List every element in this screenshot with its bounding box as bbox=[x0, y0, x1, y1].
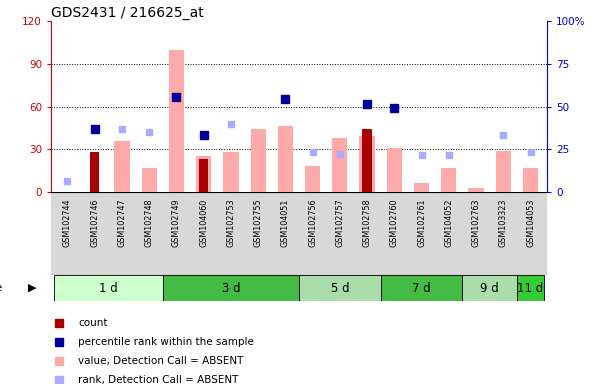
Bar bbox=[517, 275, 544, 301]
Text: GSM102755: GSM102755 bbox=[254, 199, 263, 247]
Text: GSM102747: GSM102747 bbox=[117, 199, 126, 247]
Text: GSM104053: GSM104053 bbox=[526, 199, 535, 247]
Bar bbox=[54, 275, 163, 301]
Bar bbox=[278, 126, 293, 192]
Text: percentile rank within the sample: percentile rank within the sample bbox=[78, 337, 254, 347]
Text: GSM102748: GSM102748 bbox=[145, 199, 154, 247]
Text: GSM104060: GSM104060 bbox=[199, 199, 208, 247]
Bar bbox=[114, 141, 130, 192]
Text: time: time bbox=[0, 283, 6, 293]
Text: GSM102749: GSM102749 bbox=[172, 199, 181, 247]
Text: GSM102756: GSM102756 bbox=[308, 199, 317, 247]
Text: value, Detection Call = ABSENT: value, Detection Call = ABSENT bbox=[78, 356, 244, 366]
Text: GSM102746: GSM102746 bbox=[90, 199, 99, 247]
Bar bbox=[468, 188, 484, 192]
Text: 11 d: 11 d bbox=[517, 281, 544, 295]
Bar bbox=[462, 275, 517, 301]
Text: 3 d: 3 d bbox=[222, 281, 240, 295]
Text: 7 d: 7 d bbox=[412, 281, 431, 295]
Text: rank, Detection Call = ABSENT: rank, Detection Call = ABSENT bbox=[78, 375, 239, 384]
Text: GSM104051: GSM104051 bbox=[281, 199, 290, 247]
Bar bbox=[359, 136, 375, 192]
Bar bbox=[163, 275, 299, 301]
Text: GSM104052: GSM104052 bbox=[444, 199, 453, 247]
Bar bbox=[251, 129, 266, 192]
Bar bbox=[141, 168, 157, 192]
Text: GDS2431 / 216625_at: GDS2431 / 216625_at bbox=[51, 6, 204, 20]
Text: GSM102763: GSM102763 bbox=[472, 199, 481, 247]
Text: GSM103323: GSM103323 bbox=[499, 199, 508, 247]
Bar bbox=[90, 152, 99, 192]
Text: GSM102744: GSM102744 bbox=[63, 199, 72, 247]
Text: GSM102760: GSM102760 bbox=[390, 199, 399, 247]
Bar bbox=[386, 148, 402, 192]
Text: ▶: ▶ bbox=[28, 283, 36, 293]
Bar bbox=[362, 129, 372, 192]
Text: GSM102753: GSM102753 bbox=[227, 199, 236, 247]
Bar bbox=[199, 159, 209, 192]
Bar bbox=[305, 166, 320, 192]
Text: 1 d: 1 d bbox=[99, 281, 118, 295]
Bar bbox=[223, 152, 239, 192]
Bar bbox=[196, 156, 212, 192]
Bar bbox=[332, 138, 347, 192]
Text: 9 d: 9 d bbox=[480, 281, 499, 295]
Bar bbox=[496, 151, 511, 192]
Text: count: count bbox=[78, 318, 108, 328]
Text: GSM102757: GSM102757 bbox=[335, 199, 344, 247]
Bar bbox=[441, 168, 457, 192]
Text: 5 d: 5 d bbox=[331, 281, 349, 295]
Text: GSM102761: GSM102761 bbox=[417, 199, 426, 247]
Bar bbox=[414, 184, 429, 192]
Bar bbox=[299, 275, 380, 301]
Text: GSM102758: GSM102758 bbox=[362, 199, 371, 247]
Bar bbox=[380, 275, 462, 301]
Bar bbox=[523, 168, 538, 192]
Bar bbox=[169, 50, 184, 192]
